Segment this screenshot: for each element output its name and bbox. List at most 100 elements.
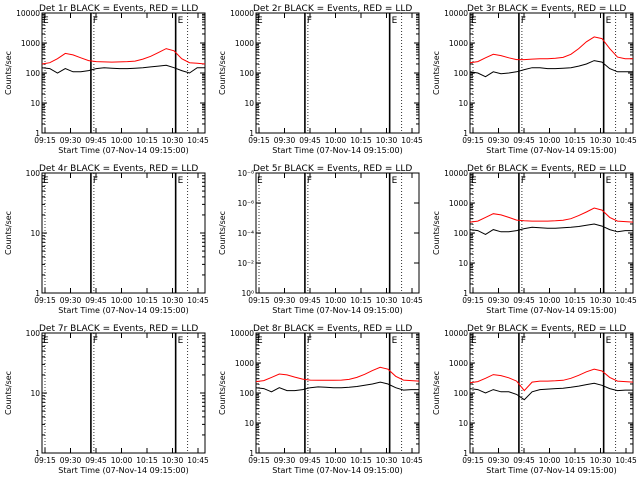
y-tick-label: 10000	[16, 9, 40, 18]
x-tick-label: 10:45	[187, 136, 209, 145]
x-tick-label: 10:30	[162, 456, 184, 465]
x-tick-label: 09:30	[274, 296, 296, 305]
y-tick-label: 10	[458, 259, 468, 268]
x-tick-label: 09:30	[60, 296, 82, 305]
plot-frame	[255, 172, 420, 294]
x-tick-label: 10:15	[564, 296, 586, 305]
marker-label-f: F	[521, 336, 526, 346]
x-tick-label: 09:15	[34, 136, 56, 145]
x-tick-label: 10:00	[111, 456, 133, 465]
y-tick-label: 1000	[235, 359, 254, 368]
y-tick-label: 10⁰	[241, 289, 254, 298]
x-tick-label: 09:30	[488, 136, 510, 145]
x-tick-label: 10:00	[111, 136, 133, 145]
x-tick-label: 10:00	[539, 456, 561, 465]
marker-label-f: F	[93, 16, 98, 26]
panel-title: Det 9r BLACK = Events, RED = LLD	[467, 324, 626, 334]
lld-series-line	[469, 368, 634, 392]
marker-label-e: E	[471, 176, 477, 186]
plot-frame	[41, 172, 206, 294]
y-axis-label: Counts/sec	[4, 51, 13, 95]
lld-series-line	[41, 48, 206, 65]
x-tick-label: 09:15	[462, 136, 484, 145]
marker-label-f: F	[93, 336, 98, 346]
x-tick-label: 10:15	[136, 136, 158, 145]
x-axis-label: Start Time (07-Nov-14 09:15:00)	[272, 466, 402, 475]
x-tick-label: 10:45	[401, 456, 423, 465]
plot-frame	[469, 332, 634, 454]
marker-label-e: E	[257, 16, 263, 26]
marker-label-e: E	[43, 336, 49, 346]
marker-label-e: E	[257, 176, 263, 186]
x-axis-label: Start Time (07-Nov-14 09:15:00)	[272, 306, 402, 315]
y-tick-label: 100	[240, 389, 255, 398]
panel-det-3: Det 3r BLACK = Events, RED = LLD 1 10 100 10…	[432, 4, 637, 155]
x-axis-label: Start Time (07-Nov-14 09:15:00)	[486, 306, 616, 315]
y-tick-label: 10	[244, 99, 254, 108]
x-tick-label: 09:45	[85, 456, 107, 465]
panel-det-1: Det 1r BLACK = Events, RED = LLD 1 10 100 10…	[4, 4, 209, 155]
x-tick-label: 10:15	[136, 296, 158, 305]
x-tick-label: 10:00	[111, 296, 133, 305]
x-tick-label: 09:45	[85, 136, 107, 145]
x-tick-label: 10:00	[325, 136, 347, 145]
y-tick-label: 100	[240, 69, 255, 78]
marker-label-e: E	[392, 176, 398, 186]
y-axis-label: Counts/sec	[432, 371, 441, 415]
y-tick-label: 1	[463, 449, 468, 458]
x-tick-label: 10:30	[162, 136, 184, 145]
events-series-line	[469, 60, 633, 78]
events-series-line	[469, 382, 633, 401]
plot-frame	[41, 12, 206, 134]
x-axis-label: Start Time (07-Nov-14 09:15:00)	[58, 146, 188, 155]
panel-title: Det 5r BLACK = Events, RED = LLD	[253, 164, 412, 174]
plot-frame	[41, 332, 206, 454]
marker-label-f: F	[521, 16, 526, 26]
plot-frame	[255, 12, 420, 134]
panel-det-2: Det 2r BLACK = Events, RED = LLD 1 10 100 10…	[218, 4, 423, 155]
y-tick-label: 10000	[444, 169, 468, 178]
marker-label-e: E	[178, 336, 184, 346]
y-axis-label: Counts/sec	[218, 211, 227, 255]
events-series-line	[255, 381, 419, 393]
x-axis-label: Start Time (07-Nov-14 09:15:00)	[486, 146, 616, 155]
x-tick-label: 10:45	[401, 296, 423, 305]
panel-det-8: Det 8r BLACK = Events, RED = LLD 1 10 100 10…	[218, 324, 423, 475]
marker-label-f: F	[93, 176, 98, 186]
y-tick-label: 10000	[230, 9, 254, 18]
x-axis-label: Start Time (07-Nov-14 09:15:00)	[58, 306, 188, 315]
marker-label-f: F	[307, 16, 312, 26]
y-tick-label: 1000	[449, 199, 468, 208]
x-tick-label: 10:45	[615, 136, 637, 145]
panel-det-7: Det 7r BLACK = Events, RED = LLD 1 10 100 Co…	[4, 324, 209, 475]
y-tick-label: 10⁻²	[237, 259, 254, 268]
panel-title: Det 1r BLACK = Events, RED = LLD	[39, 4, 198, 14]
y-tick-label: 100	[454, 69, 469, 78]
marker-label-e: E	[43, 16, 49, 26]
marker-label-f: F	[521, 176, 526, 186]
x-tick-label: 09:45	[513, 456, 535, 465]
x-tick-label: 10:00	[325, 456, 347, 465]
marker-label-f: F	[307, 336, 312, 346]
x-tick-label: 09:30	[488, 456, 510, 465]
y-tick-label: 1	[35, 289, 40, 298]
marker-label-e: E	[606, 336, 612, 346]
x-tick-label: 09:30	[274, 456, 296, 465]
x-tick-label: 09:15	[248, 456, 270, 465]
y-tick-label: 10	[30, 99, 40, 108]
y-tick-label: 10⁻⁸	[237, 169, 254, 178]
panel-title: Det 6r BLACK = Events, RED = LLD	[467, 164, 626, 174]
y-tick-label: 10	[458, 419, 468, 428]
x-tick-label: 10:30	[590, 296, 612, 305]
panel-title: Det 8r BLACK = Events, RED = LLD	[253, 324, 412, 334]
marker-label-e: E	[606, 16, 612, 26]
y-tick-label: 1000	[449, 39, 468, 48]
y-tick-label: 1	[35, 129, 40, 138]
y-tick-label: 10⁻⁶	[237, 199, 254, 208]
y-tick-label: 10	[30, 389, 40, 398]
plot-frame	[255, 332, 420, 454]
marker-label-f: F	[307, 176, 312, 186]
x-tick-label: 10:30	[376, 136, 398, 145]
y-tick-label: 1	[35, 449, 40, 458]
panel-title: Det 7r BLACK = Events, RED = LLD	[39, 324, 198, 334]
